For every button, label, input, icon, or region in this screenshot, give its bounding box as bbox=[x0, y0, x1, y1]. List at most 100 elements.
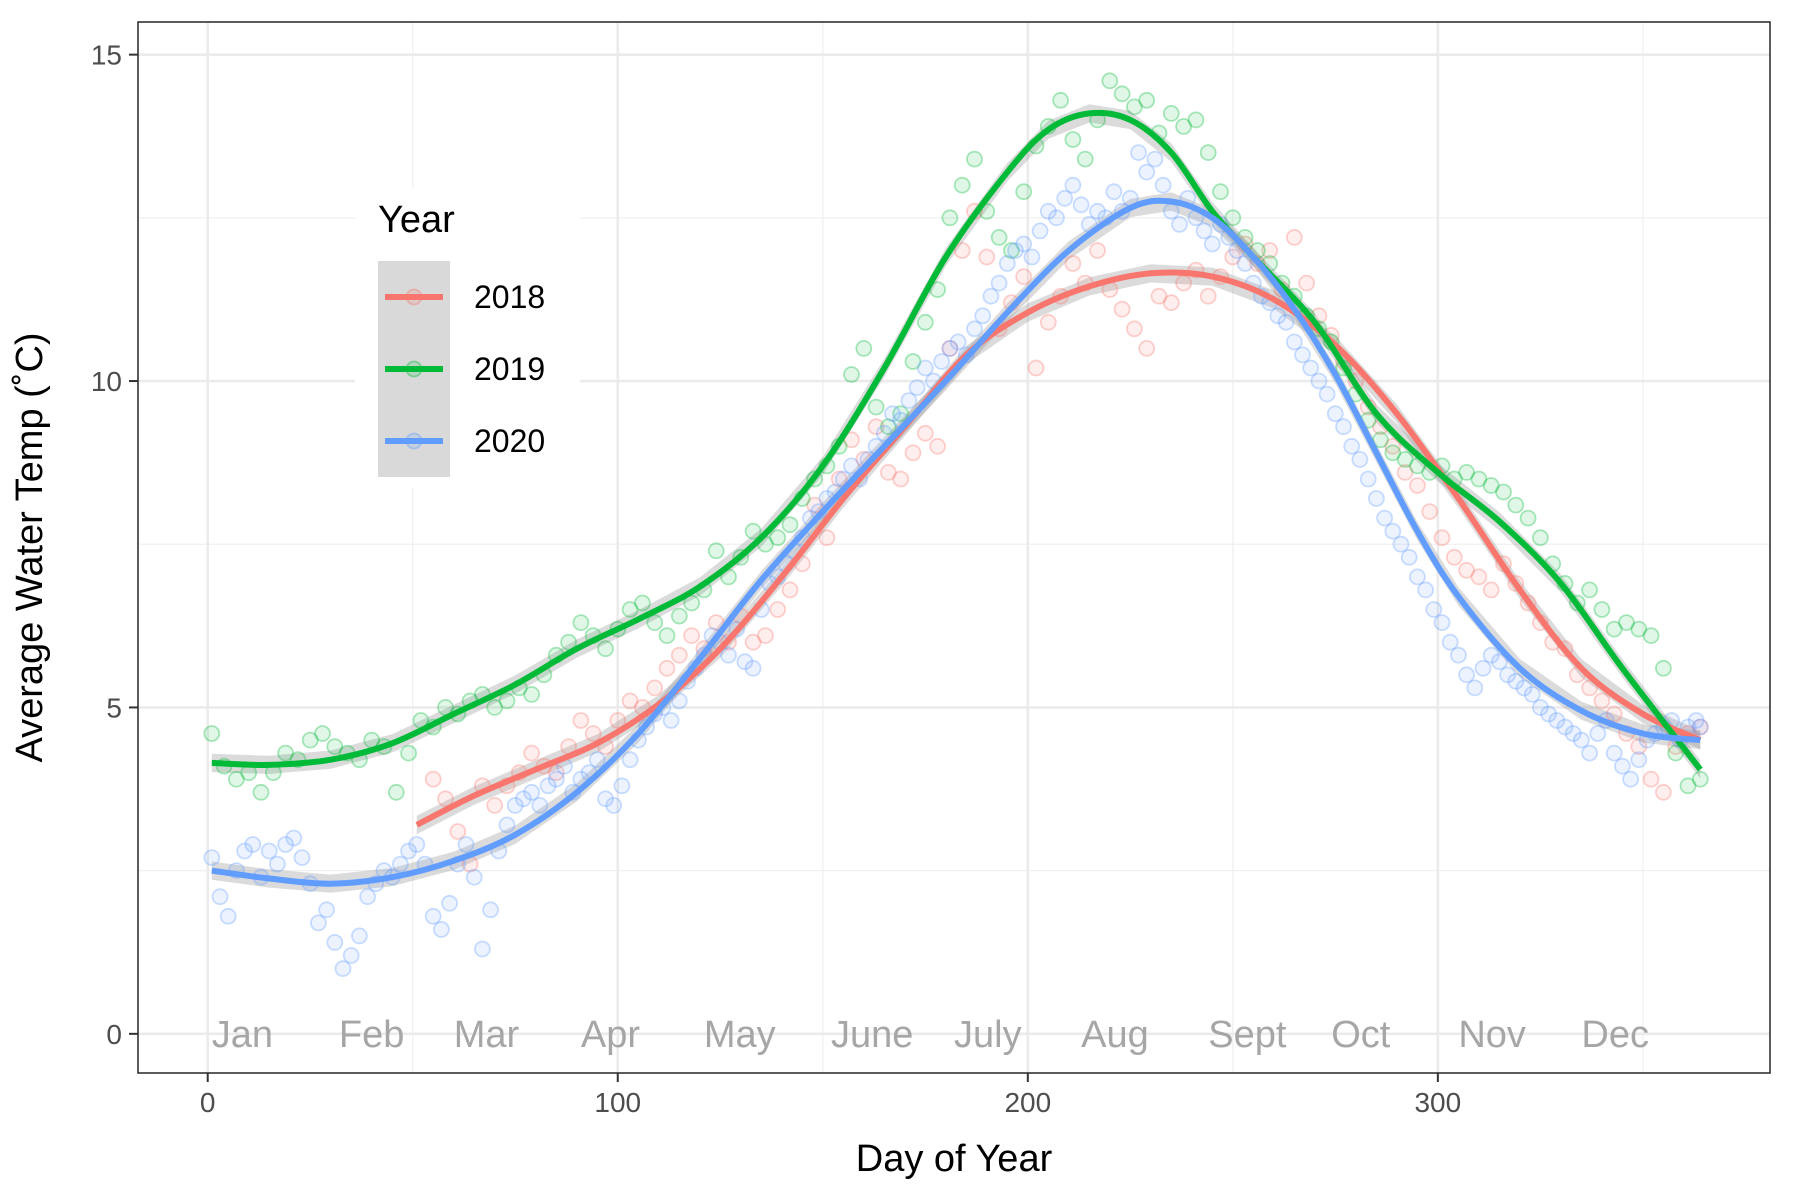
point-2020 bbox=[1056, 189, 1074, 207]
point-2020 bbox=[539, 777, 557, 795]
point-2019 bbox=[486, 699, 504, 716]
point-2020 bbox=[400, 842, 418, 860]
point-2019 bbox=[1064, 131, 1082, 148]
point-2020 bbox=[1146, 150, 1164, 168]
point-2018 bbox=[1581, 679, 1598, 697]
legend-item-2018: 2018 bbox=[385, 279, 545, 315]
plot-panel-border bbox=[137, 21, 1771, 1074]
point-2020 bbox=[1458, 666, 1475, 684]
point-2020 bbox=[1269, 307, 1287, 325]
month-label: Mar bbox=[454, 1014, 520, 1056]
point-2019 bbox=[1052, 91, 1069, 109]
point-2019 bbox=[1162, 105, 1180, 122]
point-2019 bbox=[781, 516, 799, 534]
point-2018 bbox=[757, 627, 774, 644]
point-2019 bbox=[1605, 620, 1623, 638]
point-2020 bbox=[473, 940, 491, 958]
point-2019 bbox=[683, 594, 700, 612]
point-2018 bbox=[1445, 548, 1463, 566]
point-2019 bbox=[1667, 744, 1685, 762]
point-2019 bbox=[646, 614, 664, 631]
point-2018 bbox=[1605, 705, 1623, 723]
point-2019 bbox=[880, 418, 897, 436]
point-2018 bbox=[1113, 300, 1131, 318]
point-2020 bbox=[1048, 209, 1065, 227]
point-2020 bbox=[966, 320, 983, 338]
point-2020 bbox=[1376, 509, 1393, 527]
month-label: Sept bbox=[1208, 1014, 1287, 1056]
point-2019 bbox=[855, 339, 873, 357]
y-tick-label: 10 bbox=[91, 366, 122, 397]
point-2020 bbox=[670, 692, 688, 710]
point-2020 bbox=[1622, 770, 1639, 788]
point-2018 bbox=[892, 470, 910, 488]
point-2020 bbox=[277, 836, 295, 853]
point-2020 bbox=[1417, 581, 1434, 599]
point-2020 bbox=[219, 907, 237, 925]
point-2020 bbox=[1089, 202, 1106, 220]
point-2019 bbox=[769, 529, 787, 547]
month-label: Apr bbox=[581, 1014, 640, 1056]
point-2020 bbox=[408, 836, 426, 853]
point-2019 bbox=[707, 542, 725, 560]
point-2020 bbox=[1318, 385, 1336, 403]
y-tick-label: 0 bbox=[106, 1019, 122, 1050]
point-2020 bbox=[457, 836, 475, 853]
point-2020 bbox=[342, 947, 360, 964]
point-2020 bbox=[1433, 614, 1451, 631]
point-2020 bbox=[1589, 725, 1607, 742]
point-2019 bbox=[916, 313, 934, 331]
point-2020 bbox=[1326, 405, 1344, 423]
point-2020 bbox=[1548, 712, 1566, 729]
point-2020 bbox=[1392, 535, 1410, 553]
point-2018 bbox=[978, 248, 996, 266]
point-2020 bbox=[1294, 346, 1311, 364]
point-2018 bbox=[867, 418, 885, 436]
point-2019 bbox=[1003, 242, 1020, 259]
point-2019 bbox=[1532, 529, 1549, 547]
point-2020 bbox=[982, 287, 1000, 305]
point-2020 bbox=[1425, 601, 1443, 618]
point-2018 bbox=[1261, 242, 1279, 259]
point-2020 bbox=[1302, 359, 1320, 377]
point-2019 bbox=[1642, 627, 1660, 644]
legend-items: 2018 2019 2020 bbox=[385, 279, 545, 459]
point-2018 bbox=[1470, 568, 1488, 586]
point-2020 bbox=[916, 359, 934, 377]
point-2020 bbox=[884, 405, 901, 423]
legend-title: Year bbox=[378, 199, 455, 241]
smooth-line-2019 bbox=[211, 109, 1703, 772]
point-2020 bbox=[621, 751, 639, 769]
point-2020 bbox=[613, 777, 631, 795]
point-2019 bbox=[670, 607, 688, 625]
month-label: Jan bbox=[212, 1014, 273, 1056]
point-2020 bbox=[1171, 215, 1188, 233]
point-2018 bbox=[1655, 783, 1672, 801]
point-2020 bbox=[1359, 470, 1377, 488]
point-2018 bbox=[916, 424, 934, 442]
point-2020 bbox=[843, 457, 860, 475]
point-2018 bbox=[1064, 255, 1082, 272]
point-2020 bbox=[1491, 653, 1508, 671]
point-2019 bbox=[560, 633, 577, 651]
point-2018 bbox=[621, 692, 639, 710]
point-2020 bbox=[1474, 659, 1492, 677]
point-2020 bbox=[998, 255, 1016, 272]
y-axis: 0 5 10 15 bbox=[91, 40, 138, 1050]
point-2018 bbox=[1015, 268, 1033, 286]
point-2020 bbox=[933, 353, 951, 370]
point-2018 bbox=[1039, 313, 1057, 331]
point-2019 bbox=[953, 176, 971, 194]
point-2019 bbox=[1679, 777, 1697, 795]
point-2018 bbox=[1027, 359, 1045, 377]
point-2019 bbox=[1519, 509, 1537, 527]
x-tick-label: 300 bbox=[1414, 1087, 1461, 1118]
point-2020 bbox=[1236, 255, 1254, 272]
point-2020 bbox=[1195, 222, 1213, 240]
point-2020 bbox=[1368, 490, 1385, 507]
point-2020 bbox=[1564, 725, 1582, 742]
point-2019 bbox=[314, 725, 331, 742]
point-2019 bbox=[941, 209, 959, 227]
